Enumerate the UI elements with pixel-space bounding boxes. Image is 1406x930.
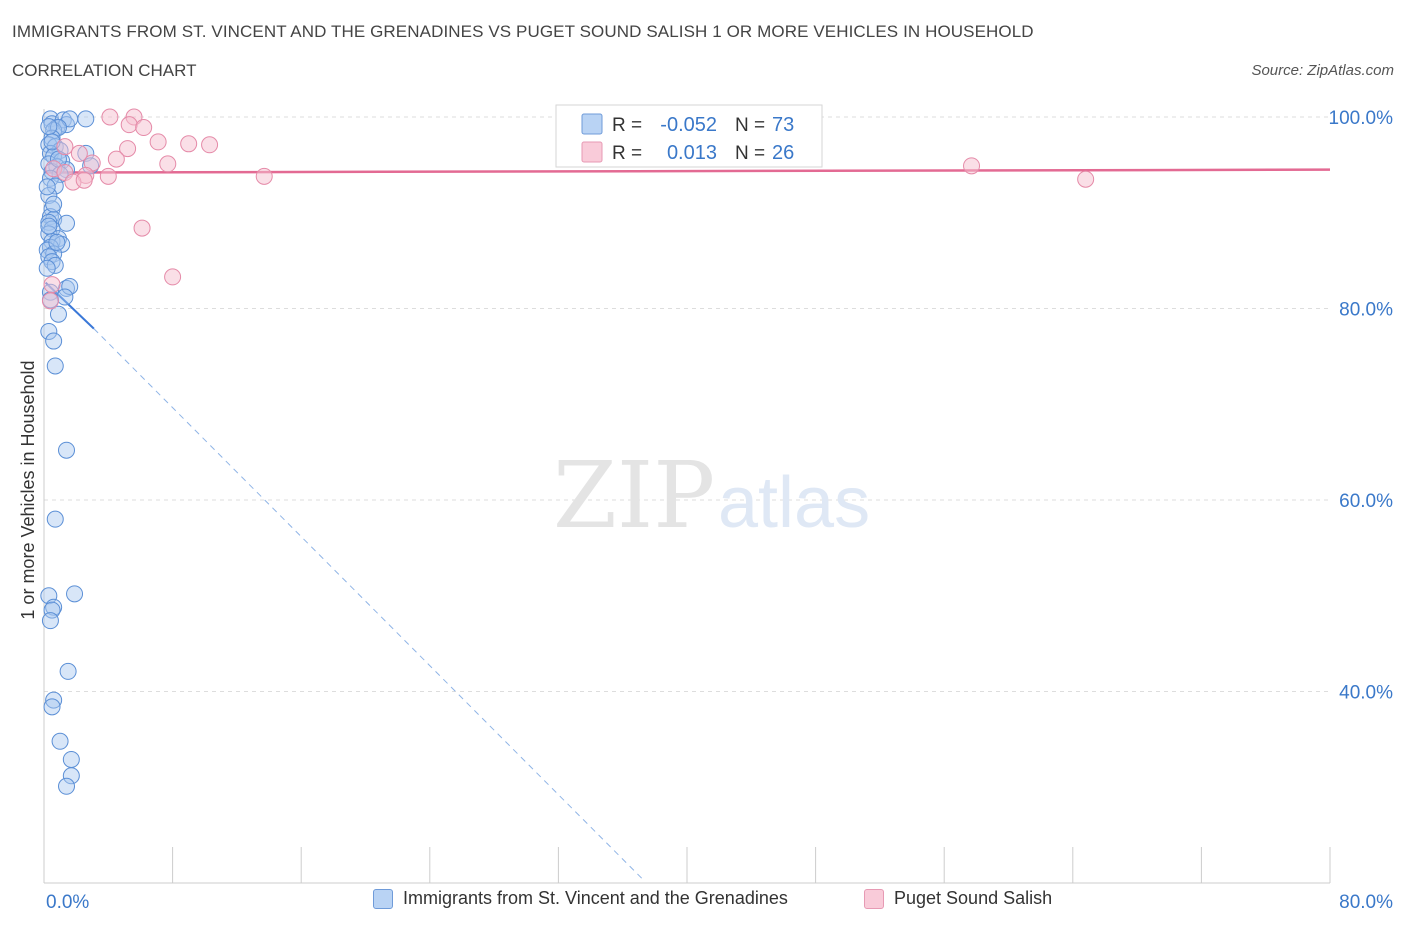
data-point-pink (149, 133, 167, 151)
data-point-blue (62, 750, 80, 768)
stats-box: R = -0.052 N = 73 R = 0.013 N = 26 (555, 104, 823, 168)
data-point-blue (45, 691, 63, 709)
data-point-blue (77, 110, 95, 128)
stats-r-label-blue: R = (612, 115, 642, 136)
data-point-blue (45, 598, 63, 616)
stats-r-value-pink: 0.013 (667, 142, 717, 164)
stats-r-label-pink: R = (612, 143, 642, 164)
data-point-pink (107, 150, 125, 168)
data-point-blue (46, 357, 64, 375)
y-axis-label: 1 or more Vehicles in Household (18, 360, 38, 619)
y-tick-label: 100.0% (1329, 108, 1394, 129)
stats-r-value-blue: -0.052 (660, 114, 717, 136)
x-tick-label: 80.0% (1339, 892, 1393, 913)
data-point-pink (135, 119, 153, 137)
data-point-pink (1077, 170, 1095, 188)
legend-label-blue: Immigrants from St. Vincent and the Gren… (403, 888, 788, 908)
y-tick-label: 40.0% (1339, 683, 1393, 704)
data-point-blue (40, 322, 58, 340)
data-point-blue (56, 288, 74, 306)
data-point-pink (43, 276, 61, 294)
data-point-blue (38, 178, 56, 196)
legend-item-blue: Immigrants from St. Vincent and the Gren… (373, 888, 788, 909)
data-point-blue (58, 777, 76, 795)
axes (43, 109, 1331, 884)
data-point-blue (51, 732, 69, 750)
legend-label-pink: Puget Sound Salish (894, 888, 1053, 908)
trend-line-pink (43, 168, 1331, 174)
stats-n-value-pink: 26 (772, 142, 794, 164)
data-point-blue (40, 217, 58, 235)
data-point-pink (41, 292, 59, 310)
stats-n-value-blue: 73 (772, 114, 794, 136)
tick-labels: 40.0% 60.0% 80.0% 100.0% 0.0% 80.0% (46, 108, 1393, 913)
y-tick-label: 80.0% (1339, 300, 1393, 321)
stats-swatch-pink (581, 141, 603, 163)
data-point-blue (41, 612, 59, 630)
data-point-pink (164, 268, 182, 286)
stats-swatch-blue (581, 113, 603, 135)
x-tick-label: 0.0% (46, 892, 89, 913)
watermark: ZIP atlas (553, 442, 870, 549)
chart-subtitle: CORRELATION CHART (12, 61, 197, 80)
data-point-blue (48, 233, 66, 251)
data-point-blue (45, 332, 63, 350)
series-pink-points (41, 108, 1095, 310)
data-point-pink (120, 116, 138, 134)
chart-title: IMMIGRANTS FROM ST. VINCENT AND THE GREN… (12, 22, 1034, 41)
data-point-pink (255, 167, 273, 185)
data-point-blue (40, 187, 58, 205)
data-point-blue (43, 220, 61, 238)
legend-item-pink: Puget Sound Salish (864, 888, 1052, 909)
data-point-blue (43, 698, 61, 716)
data-point-pink (963, 157, 981, 175)
data-point-blue (43, 601, 61, 619)
data-point-blue (58, 441, 76, 459)
data-point-blue (38, 259, 56, 277)
watermark-atlas: atlas (718, 463, 870, 543)
data-point-blue (45, 195, 63, 213)
data-point-pink (56, 138, 74, 156)
data-point-blue (61, 277, 79, 295)
legend: Immigrants from St. Vincent and the Gren… (0, 888, 1406, 918)
data-point-pink (180, 135, 198, 153)
data-point-blue (59, 662, 77, 680)
data-point-pink (133, 219, 151, 237)
stats-n-label-pink: N = (735, 143, 765, 164)
data-point-pink (201, 136, 219, 154)
data-point-pink (159, 155, 177, 173)
data-point-pink (101, 108, 119, 126)
data-point-blue (58, 214, 76, 232)
data-point-pink (99, 167, 117, 185)
grid-lines (44, 116, 1330, 692)
trend-line-blue-extension (93, 328, 644, 881)
data-point-pink (75, 171, 93, 189)
data-point-blue (62, 767, 80, 785)
data-point-blue (46, 510, 64, 528)
data-point-pink (119, 140, 137, 158)
data-point-pink (70, 144, 88, 162)
legend-swatch-blue (373, 888, 393, 909)
y-tick-label: 60.0% (1339, 491, 1393, 512)
stats-n-label-blue: N = (735, 115, 765, 136)
series-blue-points (38, 110, 100, 795)
data-point-blue (49, 305, 67, 323)
source-label: Source: ZipAtlas.com (1251, 62, 1394, 79)
data-point-blue (66, 585, 84, 603)
watermark-zip: ZIP (553, 442, 715, 549)
data-point-blue (40, 118, 58, 136)
legend-swatch-pink (864, 888, 884, 909)
